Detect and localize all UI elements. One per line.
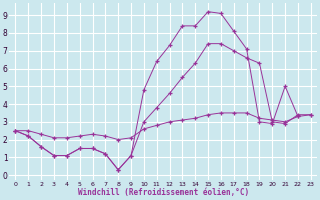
X-axis label: Windchill (Refroidissement éolien,°C): Windchill (Refroidissement éolien,°C) [77, 188, 249, 197]
